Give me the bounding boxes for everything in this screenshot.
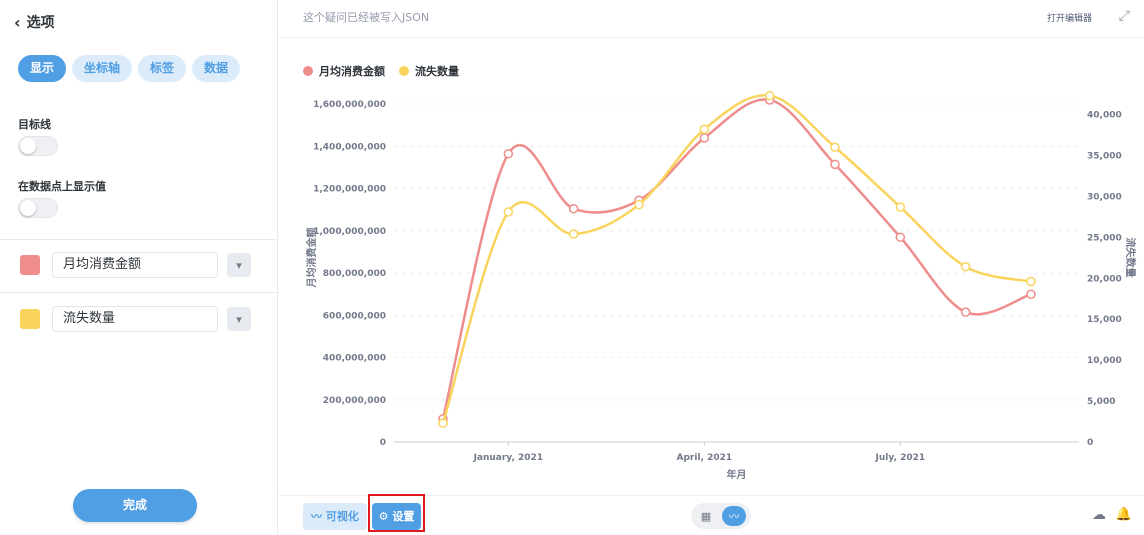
chart-area: 月均消费金额 流失数量 0 200,000,000 400,000,000 600,0…: [279, 38, 1144, 495]
table-view-button[interactable]: ▦: [694, 506, 718, 526]
toggle-knob: [20, 138, 36, 154]
y-tick-label-left: 1,200,000,000: [313, 185, 386, 195]
data-point: [568, 203, 579, 214]
legend-label: 月均消费金额: [319, 65, 385, 78]
expand-icon[interactable]: ⤢: [1118, 8, 1130, 24]
back-button[interactable]: ‹ 选项: [14, 12, 55, 32]
y-tick-label-right: 0: [1087, 438, 1093, 448]
download-icon[interactable]: ☁: [1092, 507, 1106, 523]
y-tick-label-left: 600,000,000: [323, 311, 386, 321]
series-color-swatch[interactable]: [20, 255, 40, 275]
line-chart-icon: 〰: [311, 510, 322, 523]
series-color-swatch[interactable]: [20, 309, 40, 329]
chevron-left-icon: ‹: [14, 12, 21, 32]
tab-display[interactable]: 显示: [18, 55, 67, 82]
y-tick-label-right: 40,000: [1087, 111, 1122, 121]
tab-axes[interactable]: 坐标轴: [72, 55, 133, 82]
y-tick-label-right: 10,000: [1087, 356, 1122, 366]
data-point: [503, 207, 514, 217]
data-point: [764, 90, 775, 101]
y-tick-label-left: 0: [380, 438, 386, 448]
highlight-box: [368, 494, 425, 532]
y-tick-label-left: 200,000,000: [323, 396, 386, 406]
data-point: [568, 229, 579, 239]
json-note: 这个疑问已经被写入JSON: [303, 11, 430, 24]
tab-labels[interactable]: 标签: [138, 55, 187, 82]
legend-item[interactable]: 月均消费金额: [303, 63, 385, 79]
y-tick-label-right: 15,000: [1087, 315, 1122, 325]
done-button[interactable]: 完成: [73, 489, 197, 522]
visualization-label: 可视化: [325, 510, 359, 523]
sidebar-title: 选项: [26, 15, 55, 31]
y-tick-label-left: 1,400,000,000: [313, 142, 386, 152]
data-point: [1026, 289, 1036, 299]
series-row: 月均消费金额 ▾: [20, 252, 251, 278]
show-values-label: 在数据点上显示值: [18, 180, 106, 193]
data-point: [1026, 276, 1036, 287]
chart-view-button[interactable]: 〰: [722, 506, 746, 526]
data-point: [830, 142, 840, 153]
data-point: [699, 133, 710, 143]
y-tick-label-left: 1,000,000,000: [313, 227, 386, 237]
data-point: [503, 149, 514, 159]
bell-icon[interactable]: 🔔: [1115, 507, 1132, 522]
data-point: [830, 159, 840, 170]
legend-dot: [303, 66, 313, 76]
x-tick-label: January, 2021: [473, 453, 544, 463]
top-bar: 这个疑问已经被写入JSON 打开编辑器 ⤢: [279, 0, 1144, 38]
divider: [0, 292, 277, 293]
settings-button[interactable]: ⚙ 设置: [372, 503, 421, 530]
line-chart-icon: 〰: [728, 510, 740, 523]
y-tick-label-left: 400,000,000: [323, 354, 386, 364]
open-editor-link[interactable]: 打开编辑器: [1046, 14, 1092, 24]
visualization-button[interactable]: 〰 可视化: [303, 503, 367, 530]
series-name-input[interactable]: 流失数量: [52, 306, 218, 332]
series-line: [441, 98, 1032, 420]
y-tick-label-right: 20,000: [1087, 274, 1122, 284]
toggle-knob: [20, 200, 36, 216]
settings-label: 设置: [392, 510, 415, 523]
chart-legend: 月均消费金额 流失数量: [303, 63, 459, 79]
y-tick-label-right: 30,000: [1087, 192, 1122, 202]
data-point: [960, 307, 971, 317]
view-toggle: ▦ 〰: [691, 503, 751, 529]
data-point: [438, 418, 448, 428]
settings-tabs: 显示 坐标轴 标签 数据: [18, 55, 241, 82]
data-point: [895, 232, 906, 242]
chevron-down-icon: ▾: [236, 258, 242, 272]
y-axis-title-right: 流失数量: [1124, 238, 1137, 278]
data-point: [960, 262, 971, 272]
goal-line-label: 目标线: [18, 118, 51, 131]
bottom-bar: 〰 可视化 ⚙ 设置 ▦ 〰 ☁ 🔔: [279, 494, 1144, 535]
settings-sidebar: ‹ 选项 显示 坐标轴 标签 数据 目标线 在数据点上显示值 月均消费金额 ▾ …: [0, 0, 278, 535]
series-name-input[interactable]: 月均消费金额: [52, 252, 218, 278]
y-tick-label-right: 35,000: [1087, 151, 1122, 161]
data-point: [634, 199, 644, 210]
divider: [0, 239, 277, 240]
y-tick-label-left: 1,600,000,000: [313, 100, 386, 110]
data-point: [895, 202, 906, 212]
y-tick-label-right: 5,000: [1087, 397, 1115, 407]
chevron-down-icon: ▾: [236, 312, 242, 326]
table-icon: ▦: [700, 509, 712, 523]
series-row: 流失数量 ▾: [20, 306, 251, 332]
y-axis-title-left: 月均消费金额: [305, 228, 318, 289]
series-settings-dropdown[interactable]: ▾: [227, 253, 251, 277]
legend-label: 流失数量: [415, 65, 459, 78]
line-chart: 0 200,000,000 400,000,000 600,000,000 800,00…: [305, 90, 1137, 481]
x-tick-label: July, 2021: [875, 453, 926, 463]
legend-dot: [399, 66, 409, 76]
x-tick-label: April, 2021: [677, 453, 733, 463]
series-line: [441, 94, 1032, 424]
y-tick-label-right: 25,000: [1087, 233, 1122, 243]
data-point: [699, 124, 710, 134]
legend-item[interactable]: 流失数量: [399, 63, 459, 79]
x-axis-title: 年月: [727, 468, 747, 481]
y-tick-label-left: 800,000,000: [323, 269, 386, 279]
gear-icon: ⚙: [378, 510, 389, 523]
show-values-toggle[interactable]: [18, 198, 58, 218]
goal-line-toggle[interactable]: [18, 136, 58, 156]
tab-data[interactable]: 数据: [192, 55, 241, 82]
series-settings-dropdown[interactable]: ▾: [227, 307, 251, 331]
